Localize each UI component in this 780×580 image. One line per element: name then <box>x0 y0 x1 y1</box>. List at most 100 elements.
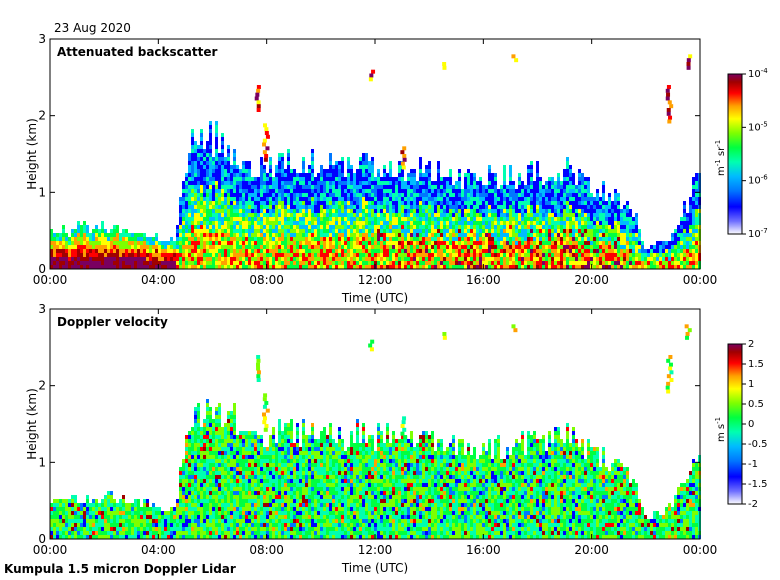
heatmap-cell <box>359 185 362 189</box>
heatmap-cell <box>629 241 632 245</box>
heatmap-cell <box>140 511 143 515</box>
heatmap-cell <box>491 241 494 245</box>
heatmap-cell <box>410 189 413 193</box>
heatmap-cell <box>92 261 95 265</box>
heatmap-cell <box>410 257 413 261</box>
heatmap-cell <box>581 261 584 265</box>
heatmap-cell <box>116 229 119 233</box>
heatmap-cell <box>572 241 575 245</box>
heatmap-cell <box>653 265 656 269</box>
heatmap-cell <box>182 531 185 535</box>
heatmap-cell <box>212 209 215 213</box>
heatmap-cell <box>269 241 272 245</box>
heatmap-cell <box>536 225 539 229</box>
heatmap-cell <box>314 181 317 185</box>
heatmap-cell <box>374 233 377 237</box>
heatmap-cell <box>575 249 578 253</box>
heatmap-cell <box>188 463 191 467</box>
heatmap-cell <box>473 241 476 245</box>
heatmap-cell <box>335 193 338 197</box>
heatmap-cell <box>311 237 314 241</box>
heatmap-cell <box>533 261 536 265</box>
heatmap-cell <box>245 249 248 253</box>
heatmap-cell <box>350 205 353 209</box>
heatmap-cell <box>137 511 140 515</box>
heatmap-cell <box>125 229 128 233</box>
heatmap-cell <box>167 241 170 245</box>
heatmap-cell <box>668 241 671 245</box>
heatmap-cell <box>305 205 308 209</box>
heatmap-cell <box>533 249 536 253</box>
heatmap-cell <box>239 197 242 201</box>
heatmap-cell <box>248 237 251 241</box>
heatmap-cell <box>110 237 113 241</box>
heatmap-cell <box>389 221 392 225</box>
heatmap-cell <box>626 233 629 237</box>
heatmap-cell <box>632 237 635 241</box>
heatmap-cell <box>449 213 452 217</box>
heatmap-cell <box>521 237 524 241</box>
heatmap-cell <box>533 201 536 205</box>
heatmap-cell <box>479 229 482 233</box>
heatmap-cell <box>647 249 650 253</box>
heatmap-cell <box>368 233 371 237</box>
heatmap-cell <box>128 531 131 535</box>
heatmap-cell <box>401 177 404 181</box>
heatmap-cell <box>218 237 221 241</box>
heatmap-cell <box>695 241 698 245</box>
heatmap-cell <box>104 265 107 269</box>
heatmap-cell <box>176 511 179 515</box>
heatmap-cell <box>446 205 449 209</box>
heatmap-cell <box>200 153 203 157</box>
heatmap-cell <box>566 225 569 229</box>
heatmap-cell <box>383 221 386 225</box>
heatmap-cell <box>104 261 107 265</box>
heatmap-cell <box>302 233 305 237</box>
heatmap-cell <box>614 261 617 265</box>
heatmap-cell <box>371 249 374 253</box>
heatmap-cell <box>515 261 518 265</box>
heatmap-cell <box>203 181 206 185</box>
heatmap-cell <box>200 201 203 205</box>
heatmap-cell <box>275 197 278 201</box>
heatmap-cell <box>617 245 620 249</box>
heatmap-cell <box>62 507 65 511</box>
heatmap-cell <box>101 253 104 257</box>
heatmap-cell <box>209 125 212 129</box>
heatmap-cell <box>191 205 194 209</box>
heatmap-cell <box>692 197 695 201</box>
heatmap-cell <box>338 249 341 253</box>
heatmap-cell <box>149 523 152 527</box>
heatmap-cell <box>347 221 350 225</box>
heatmap-cell <box>449 205 452 209</box>
heatmap-cell <box>365 157 368 161</box>
heatmap-cell <box>299 257 302 261</box>
heatmap-cell <box>395 189 398 193</box>
heatmap-cell <box>455 193 458 197</box>
heatmap-cell <box>227 221 230 225</box>
heatmap-cell <box>368 229 371 233</box>
heatmap-cell <box>104 229 107 233</box>
heatmap-cell <box>455 209 458 213</box>
heatmap-cell <box>620 245 623 249</box>
heatmap-cell <box>119 523 122 527</box>
heatmap-cell <box>338 257 341 261</box>
heatmap-cell <box>77 241 80 245</box>
heatmap-cell <box>467 233 470 237</box>
heatmap-cell <box>653 253 656 257</box>
heatmap-cell <box>368 161 371 165</box>
heatmap-cell <box>569 173 572 177</box>
heatmap-cell <box>230 265 233 269</box>
heatmap-cell <box>248 185 251 189</box>
heatmap-cell <box>209 133 212 137</box>
heatmap-cell <box>254 217 257 221</box>
heatmap-cell <box>422 233 425 237</box>
heatmap-cell <box>107 519 110 523</box>
heatmap-cell <box>203 217 206 221</box>
heatmap-cell <box>464 241 467 245</box>
heatmap-cell <box>314 225 317 229</box>
heatmap-cell <box>317 197 320 201</box>
heatmap-cell <box>53 249 56 253</box>
heatmap-cell <box>413 181 416 185</box>
heatmap-cell <box>452 193 455 197</box>
